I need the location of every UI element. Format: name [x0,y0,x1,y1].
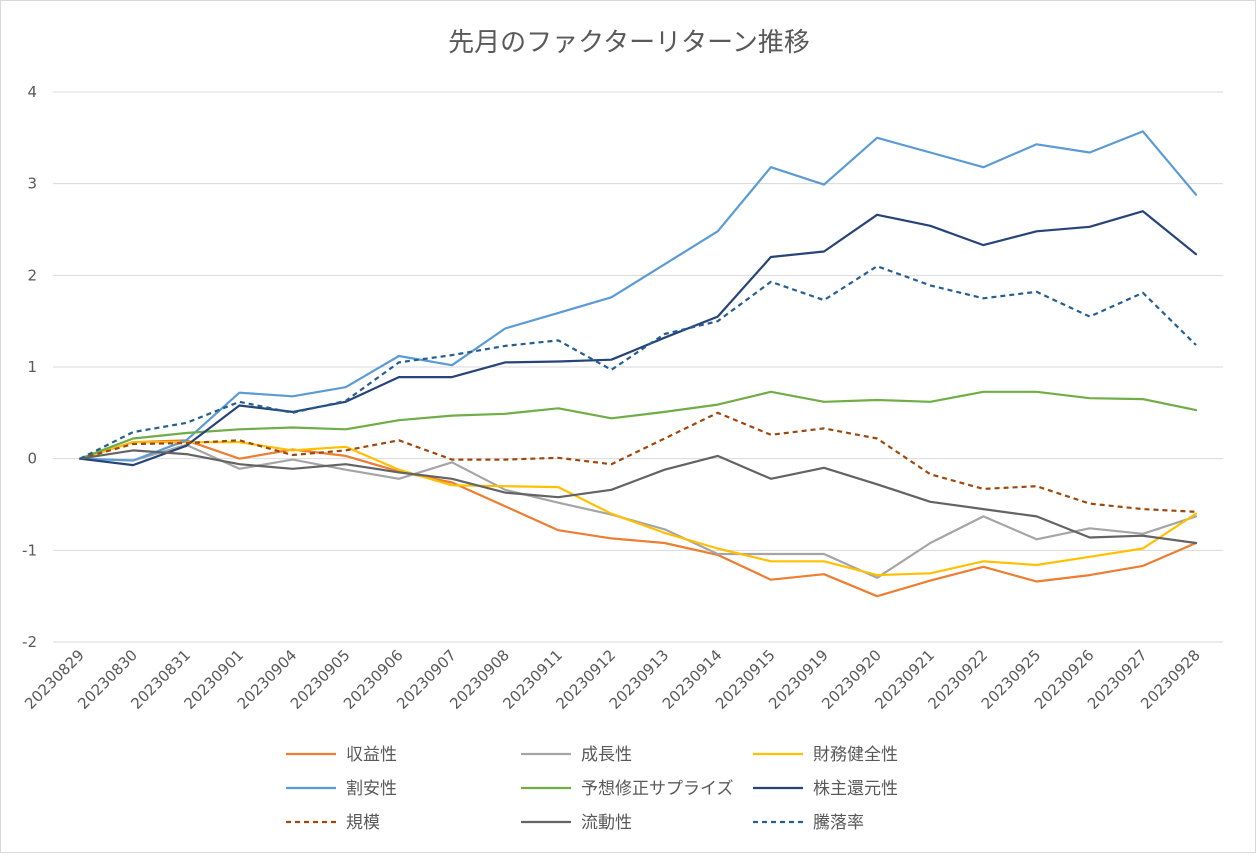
legend-label: 財務健全性 [813,745,898,765]
legend-item-3: 割安性 [286,779,397,799]
chart-title: 先月のファクターリターン推移 [448,28,810,58]
y-tick-label: -2 [22,633,37,651]
legend-item-6: 規模 [286,813,380,833]
series-line-4 [78,390,1198,460]
legend-label: 成長性 [581,745,632,765]
series-line-8 [79,265,1197,460]
y-tick-label: 2 [27,266,37,284]
series-line-1 [78,443,1198,579]
legend-label: 規模 [346,813,380,833]
legend-item-4: 予想修正サプライズ [521,779,734,799]
legend-item-5: 株主還元性 [753,779,898,799]
y-tick-label: 0 [27,450,37,468]
legend-item-7: 流動性 [521,813,632,833]
series-line-5 [78,210,1198,467]
x-axis-ticks: 2023082920230830202308312023090120230904… [21,646,1204,713]
y-tick-label: -1 [22,541,37,559]
legend-label: 流動性 [581,813,632,833]
series-line-6 [79,411,1197,513]
series-lines [78,130,1198,598]
legend-label: 予想修正サプライズ [581,779,734,799]
y-tick-label: 1 [27,358,37,376]
grid-lines [53,91,1223,643]
series-line-7 [78,449,1198,545]
legend-item-8: 騰落率 [753,813,864,833]
y-tick-label: 3 [27,175,37,193]
legend-label: 騰落率 [813,813,864,833]
series-line-3 [78,130,1198,462]
legend-label: 株主還元性 [813,779,898,799]
legend-item-0: 収益性 [286,745,397,765]
legend-item-1: 成長性 [521,745,632,765]
y-axis-ticks: -2 -1 0 1 2 3 4 [22,83,37,651]
series-line-2 [78,441,1198,577]
y-tick-label: 4 [27,83,37,101]
legend-item-2: 財務健全性 [753,745,898,765]
series-line-0 [78,439,1198,598]
legend-label: 割安性 [346,779,397,799]
legend-label: 収益性 [346,745,397,765]
